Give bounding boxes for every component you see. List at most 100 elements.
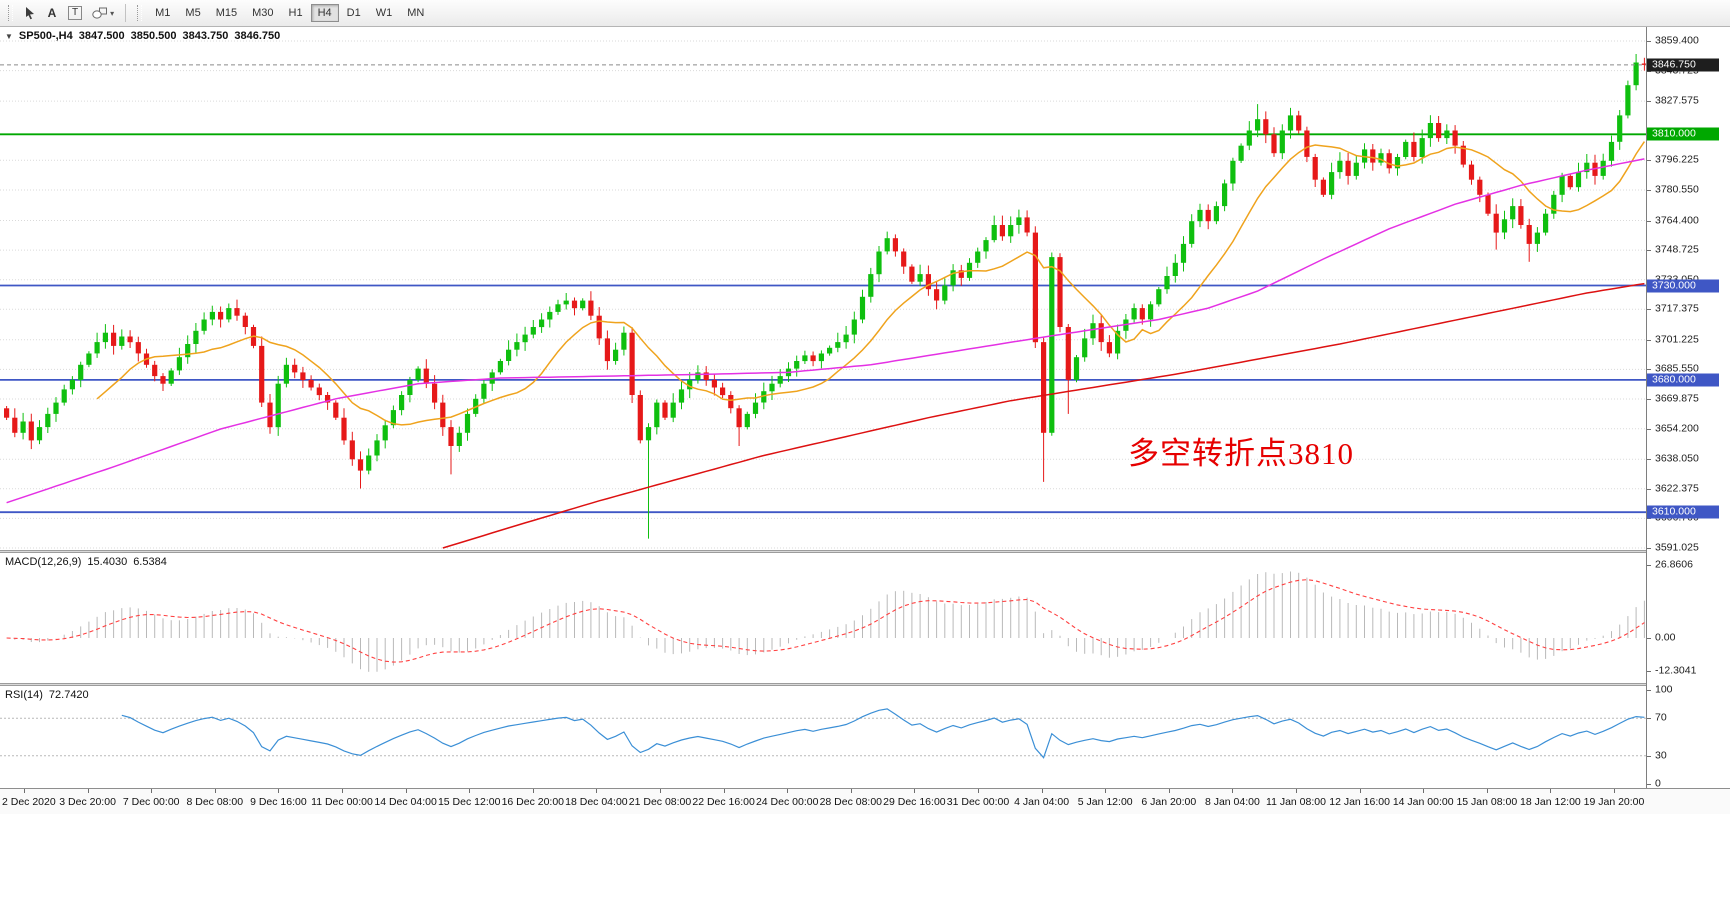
time-label: 6 Jan 20:00 bbox=[1141, 796, 1197, 808]
timeframe-button-m5[interactable]: M5 bbox=[178, 4, 207, 22]
toolbar-grip[interactable] bbox=[8, 5, 13, 21]
main-price-scale[interactable]: 3859.4003843.7253827.5753796.2253780.550… bbox=[1647, 27, 1730, 553]
time-tick bbox=[1041, 789, 1043, 793]
price-tick-label: 3638.050 bbox=[1655, 452, 1699, 465]
time-tick bbox=[469, 789, 471, 793]
panel-splitter[interactable] bbox=[0, 550, 1730, 553]
time-tick bbox=[1423, 789, 1425, 793]
time-axis[interactable]: 2 Dec 2020 3 Dec 20:00 7 Dec 00:00 8 Dec 08… bbox=[0, 788, 1730, 814]
time-label: 18 Dec 04:00 bbox=[565, 796, 628, 808]
time-tick bbox=[405, 789, 407, 793]
time-label: 8 Dec 08:00 bbox=[186, 796, 244, 808]
macd-label: MACD(12,26,9) 15.4030 6.5384 bbox=[5, 556, 167, 568]
time-tick bbox=[342, 789, 343, 793]
dropdown-caret-icon: ▾ bbox=[110, 8, 115, 18]
cursor-tool-button[interactable] bbox=[19, 3, 40, 23]
macd-tick-label: -12.3041 bbox=[1655, 664, 1697, 677]
price-tick bbox=[1647, 41, 1651, 42]
ohlc-high: 3850.500 bbox=[130, 30, 177, 42]
price-tick-label: 3859.400 bbox=[1655, 34, 1699, 47]
time-tick bbox=[532, 789, 534, 793]
ohlc-open: 3847.500 bbox=[78, 30, 125, 42]
level-price-label: 3680.000 bbox=[1647, 373, 1719, 387]
rsi-panel[interactable]: RSI(14) 72.7420 bbox=[0, 686, 1646, 788]
time-label: 18 Jan 12:00 bbox=[1520, 796, 1581, 808]
time-label: 4 Jan 04:00 bbox=[1014, 796, 1070, 808]
price-tick-label: 3685.550 bbox=[1655, 362, 1699, 375]
timeframe-button-h4[interactable]: H4 bbox=[310, 4, 339, 22]
price-tick bbox=[1647, 399, 1651, 400]
price-tick bbox=[1647, 548, 1651, 549]
text-tool-button[interactable]: T bbox=[64, 3, 86, 23]
time-tick bbox=[850, 789, 852, 793]
time-label: 5 Jan 12:00 bbox=[1077, 796, 1133, 808]
time-label: 31 Dec 00:00 bbox=[946, 796, 1010, 808]
price-tick-label: 3827.575 bbox=[1655, 94, 1699, 107]
symbol-header: ▼ SP500-,H4 3847.500 3850.500 3843.750 3… bbox=[5, 30, 280, 42]
timeframe-button-m1[interactable]: M1 bbox=[148, 4, 177, 22]
shapes-tool-button[interactable]: ▾ bbox=[88, 3, 118, 23]
rsi-tick-label: 0 bbox=[1655, 777, 1661, 790]
price-scale-column[interactable]: 3859.4003843.7253827.5753796.2253780.550… bbox=[1646, 27, 1730, 790]
chart-annotation-text: 多空转折点3810 bbox=[1128, 436, 1354, 471]
time-label: 24 Dec 00:00 bbox=[755, 796, 819, 808]
rsi-label: RSI(14) 72.7420 bbox=[5, 689, 89, 701]
time-tick bbox=[1168, 789, 1170, 793]
cursor-icon bbox=[26, 7, 34, 20]
price-tick bbox=[1647, 250, 1651, 252]
macd-tick bbox=[1647, 565, 1651, 566]
toolbar-grip-2[interactable] bbox=[137, 5, 143, 21]
text-label-tool-button[interactable]: A bbox=[42, 3, 62, 23]
time-tick bbox=[151, 789, 153, 793]
time-tick bbox=[1232, 789, 1234, 793]
time-tick bbox=[1486, 789, 1488, 793]
time-tick bbox=[1359, 789, 1361, 793]
price-tick-label: 3701.225 bbox=[1655, 333, 1699, 346]
rsi-tick-label: 100 bbox=[1655, 683, 1673, 696]
macd-title: MACD(12,26,9) bbox=[5, 556, 82, 568]
time-label: 12 Jan 16:00 bbox=[1329, 796, 1390, 808]
time-label: 28 Dec 08:00 bbox=[819, 796, 883, 808]
macd-canvas[interactable] bbox=[0, 553, 1646, 683]
rsi-tick bbox=[1647, 755, 1651, 757]
timeframe-button-d1[interactable]: D1 bbox=[340, 4, 368, 22]
rsi-canvas[interactable] bbox=[0, 686, 1646, 788]
time-tick bbox=[1105, 789, 1107, 793]
time-label: 8 Jan 04:00 bbox=[1204, 796, 1260, 808]
shapes-icon bbox=[92, 7, 108, 19]
rsi-scale[interactable]: 100 70 30 0 bbox=[1647, 683, 1730, 790]
macd-tick bbox=[1647, 638, 1651, 639]
price-tick-label: 3717.375 bbox=[1655, 302, 1699, 315]
timeframe-button-h1[interactable]: H1 bbox=[282, 4, 310, 22]
text-icon: T bbox=[68, 6, 83, 20]
level-price-label: 3610.000 bbox=[1647, 505, 1719, 519]
time-label: 22 Dec 16:00 bbox=[692, 796, 755, 808]
macd-scale[interactable]: 26.8606 0.00 -12.3041 bbox=[1647, 553, 1730, 683]
main-chart-panel[interactable]: ▼ SP500-,H4 3847.500 3850.500 3843.750 3… bbox=[0, 27, 1646, 550]
time-tick bbox=[1296, 789, 1297, 793]
panel-splitter[interactable] bbox=[0, 683, 1730, 686]
time-tick bbox=[278, 789, 280, 793]
macd-value-main: 15.4030 bbox=[87, 556, 128, 568]
price-tick bbox=[1647, 428, 1651, 430]
time-label: 14 Jan 00:00 bbox=[1392, 796, 1454, 808]
main-chart-canvas[interactable] bbox=[0, 27, 1646, 550]
toolbar-separator bbox=[125, 4, 127, 22]
time-label: 7 Dec 00:00 bbox=[122, 796, 180, 808]
price-tick-label: 3622.375 bbox=[1655, 482, 1699, 495]
macd-panel[interactable]: MACD(12,26,9) 15.4030 6.5384 bbox=[0, 553, 1646, 683]
timeframe-button-mn[interactable]: MN bbox=[400, 4, 431, 22]
time-tick bbox=[787, 789, 789, 793]
time-label: 16 Dec 20:00 bbox=[501, 796, 565, 808]
timeframe-button-m15[interactable]: M15 bbox=[209, 4, 244, 22]
timeframe-button-w1[interactable]: W1 bbox=[369, 4, 400, 22]
timeframe-button-m30[interactable]: M30 bbox=[245, 4, 280, 22]
text-label-icon: A bbox=[47, 6, 57, 20]
time-label: 9 Dec 16:00 bbox=[250, 796, 307, 808]
time-tick bbox=[1550, 789, 1552, 793]
price-tick bbox=[1647, 369, 1651, 371]
price-tick bbox=[1647, 339, 1651, 341]
chart-window: ▼ SP500-,H4 3847.500 3850.500 3843.750 3… bbox=[0, 27, 1730, 814]
current-price-label: 3846.750 bbox=[1647, 58, 1719, 72]
time-tick bbox=[914, 789, 916, 793]
